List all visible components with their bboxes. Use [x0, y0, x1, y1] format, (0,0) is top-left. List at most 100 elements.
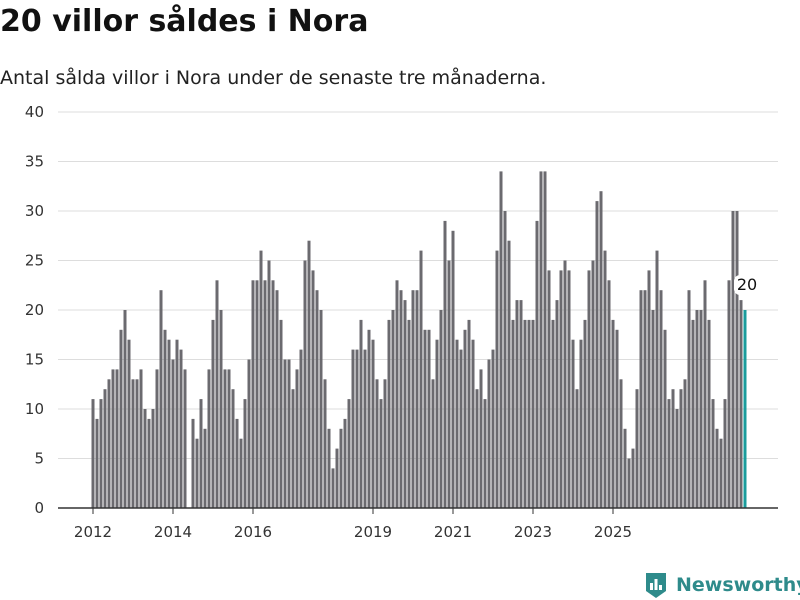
- bar: [115, 369, 119, 508]
- chart-title: 20 villor såldes i Nora: [0, 4, 369, 39]
- bar: [151, 409, 155, 508]
- bar: [679, 389, 683, 508]
- bar: [507, 240, 511, 508]
- bar: [619, 379, 623, 508]
- bar: [423, 329, 427, 508]
- bar: [351, 349, 355, 508]
- bar: [675, 409, 679, 508]
- bar: [591, 260, 595, 508]
- bar: [315, 290, 319, 508]
- bar: [191, 418, 195, 508]
- bar: [379, 399, 383, 508]
- bar: [627, 458, 631, 508]
- brand-logo: Newsworthy: [644, 570, 800, 600]
- bar: [575, 389, 579, 508]
- bar: [179, 349, 183, 508]
- last-value-annotation: 20: [734, 275, 760, 295]
- bar: [511, 319, 515, 508]
- bar: [599, 191, 603, 508]
- bar: [531, 319, 535, 508]
- bar: [435, 339, 439, 508]
- bar: [163, 329, 167, 508]
- bar: [263, 280, 267, 508]
- bar: [459, 349, 463, 508]
- bar: [539, 171, 543, 508]
- x-tick-label: 2023: [514, 523, 552, 541]
- bar: [699, 310, 703, 508]
- bar: [387, 319, 391, 508]
- bar: [471, 339, 475, 508]
- bar: [551, 319, 555, 508]
- bar: [147, 418, 151, 508]
- bar: [427, 329, 431, 508]
- bar: [483, 399, 487, 508]
- bar: [203, 428, 207, 508]
- x-tick-label: 2014: [154, 523, 192, 541]
- bar: [715, 428, 719, 508]
- bar: [707, 319, 711, 508]
- bar: [711, 399, 715, 508]
- bar: [347, 399, 351, 508]
- bar: [607, 280, 611, 508]
- bar: [215, 280, 219, 508]
- x-tick-label: 2012: [74, 523, 112, 541]
- x-axis-ticks: 2012 2014 2016 2019 2021 2023 2025: [74, 508, 632, 541]
- bar: [719, 438, 723, 508]
- bar: [583, 319, 587, 508]
- y-axis-ticks: 0 5 10 15 20 25 30 35 40: [25, 103, 44, 517]
- bar: [655, 250, 659, 508]
- bars: [91, 171, 747, 509]
- bar: [395, 280, 399, 508]
- last-value-label-bg: [734, 275, 760, 295]
- bar: [119, 329, 123, 508]
- bar: [375, 379, 379, 508]
- bar: [259, 250, 263, 508]
- y-tick-label: 0: [34, 499, 44, 517]
- bar: [411, 290, 415, 508]
- bar: [623, 428, 627, 508]
- bar: [371, 339, 375, 508]
- brand-name: Newsworthy: [676, 574, 800, 596]
- bar: [559, 270, 563, 508]
- bar: [95, 418, 99, 508]
- bar: [475, 389, 479, 508]
- bar: [439, 310, 443, 508]
- bar: [455, 339, 459, 508]
- bar: [91, 399, 95, 508]
- y-tick-label: 40: [25, 103, 44, 121]
- bar: [603, 250, 607, 508]
- bar: [651, 310, 655, 508]
- last-value-label: 20: [737, 275, 757, 294]
- x-tick-label: 2021: [434, 523, 472, 541]
- bar: [391, 310, 395, 508]
- bar: [271, 280, 275, 508]
- bar: [195, 438, 199, 508]
- bar: [615, 329, 619, 508]
- bar: [103, 389, 107, 508]
- bar: [479, 369, 483, 508]
- bar: [183, 369, 187, 508]
- bar: [731, 211, 735, 508]
- bar: [663, 329, 667, 508]
- y-tick-label: 35: [25, 153, 44, 171]
- bar: [407, 319, 411, 508]
- bar: [323, 379, 327, 508]
- bar: [491, 349, 495, 508]
- bar: [363, 349, 367, 508]
- bar: [579, 339, 583, 508]
- bar: [611, 319, 615, 508]
- bar: [295, 369, 299, 508]
- bar: [415, 290, 419, 508]
- bar: [279, 319, 283, 508]
- bar: [643, 290, 647, 508]
- bar: [319, 310, 323, 508]
- bar-latest: [743, 310, 747, 508]
- newsworthy-logo-icon: [646, 573, 666, 598]
- bar: [251, 280, 255, 508]
- bar: [275, 290, 279, 508]
- bar: [431, 379, 435, 508]
- y-tick-label: 10: [25, 400, 44, 418]
- bar: [327, 428, 331, 508]
- bar: [207, 369, 211, 508]
